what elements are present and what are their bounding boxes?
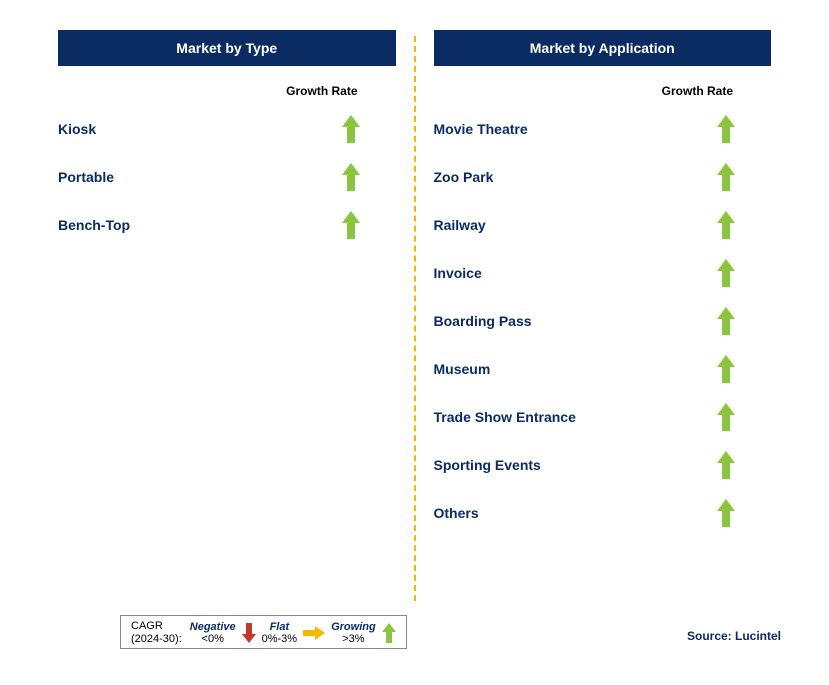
growth-arrow-cell xyxy=(681,163,771,191)
right-item-label: Museum xyxy=(434,361,491,377)
growth-arrow-cell xyxy=(306,211,396,239)
left-panel-title: Market by Type xyxy=(58,30,396,66)
left-item-row: Portable xyxy=(58,156,396,198)
legend-segments: Negative<0% Flat0%-3% Growing>3% xyxy=(190,621,396,645)
right-item-label: Invoice xyxy=(434,265,482,281)
legend-title-line2: (2024-30): xyxy=(131,633,182,646)
source-attribution: Source: Lucintel xyxy=(687,629,781,643)
right-item-label: Zoo Park xyxy=(434,169,494,185)
growth-arrow-cell xyxy=(681,259,771,287)
right-item-label: Others xyxy=(434,505,479,521)
right-item-row: Museum xyxy=(434,348,772,390)
growth-arrow-cell xyxy=(306,163,396,191)
up-arrow-icon xyxy=(717,499,735,527)
legend-segment: Negative<0% xyxy=(190,621,236,645)
up-arrow-icon xyxy=(342,115,360,143)
growth-arrow-cell xyxy=(681,307,771,335)
right-item-row: Others xyxy=(434,492,772,534)
right-growth-header: Growth Rate xyxy=(434,84,772,98)
right-item-label: Railway xyxy=(434,217,486,233)
left-item-label: Portable xyxy=(58,169,114,185)
left-item-row: Bench-Top xyxy=(58,204,396,246)
right-panel-title: Market by Application xyxy=(434,30,772,66)
right-item-row: Movie Theatre xyxy=(434,108,772,150)
right-item-row: Invoice xyxy=(434,252,772,294)
growth-arrow-cell xyxy=(681,499,771,527)
right-item-row: Railway xyxy=(434,204,772,246)
right-item-label: Sporting Events xyxy=(434,457,541,473)
legend-segment-range: <0% xyxy=(202,633,224,645)
right-column: Market by Application Growth Rate Movie … xyxy=(416,30,790,601)
right-arrow-icon xyxy=(303,626,325,640)
down-arrow-icon xyxy=(242,623,256,643)
legend-segment: Flat0%-3% xyxy=(262,621,297,645)
up-arrow-icon xyxy=(717,307,735,335)
up-arrow-icon xyxy=(342,211,360,239)
up-arrow-icon xyxy=(382,623,396,643)
up-arrow-icon xyxy=(717,211,735,239)
growth-arrow-cell xyxy=(681,355,771,383)
legend-title: CAGR (2024-30): xyxy=(131,620,182,646)
right-items-list: Movie Theatre Zoo Park Railway Invoice Board… xyxy=(434,108,772,534)
left-growth-header: Growth Rate xyxy=(58,84,396,98)
up-arrow-icon xyxy=(717,115,735,143)
up-arrow-icon xyxy=(717,403,735,431)
left-column: Market by Type Growth Rate Kiosk Portable… xyxy=(40,30,414,601)
legend-segment: Growing>3% xyxy=(331,621,376,645)
growth-arrow-cell xyxy=(681,211,771,239)
two-column-layout: Market by Type Growth Rate Kiosk Portable… xyxy=(40,30,789,601)
right-item-label: Trade Show Entrance xyxy=(434,409,576,425)
right-item-label: Movie Theatre xyxy=(434,121,528,137)
legend-segment-label: Flat xyxy=(270,621,290,633)
cagr-legend: CAGR (2024-30): Negative<0% Flat0%-3% Grow… xyxy=(120,615,407,649)
right-item-row: Trade Show Entrance xyxy=(434,396,772,438)
right-item-row: Boarding Pass xyxy=(434,300,772,342)
right-item-row: Sporting Events xyxy=(434,444,772,486)
growth-arrow-cell xyxy=(681,403,771,431)
legend-segment-label: Growing xyxy=(331,621,376,633)
right-item-label: Boarding Pass xyxy=(434,313,532,329)
left-item-label: Bench-Top xyxy=(58,217,130,233)
up-arrow-icon xyxy=(717,163,735,191)
up-arrow-icon xyxy=(717,259,735,287)
right-item-row: Zoo Park xyxy=(434,156,772,198)
legend-title-line1: CAGR xyxy=(131,620,182,633)
legend-segment-range: 0%-3% xyxy=(262,633,297,645)
up-arrow-icon xyxy=(342,163,360,191)
legend-segment-range: >3% xyxy=(342,633,364,645)
left-item-row: Kiosk xyxy=(58,108,396,150)
legend-segment-label: Negative xyxy=(190,621,236,633)
left-items-list: Kiosk Portable Bench-Top xyxy=(58,108,396,246)
growth-arrow-cell xyxy=(681,115,771,143)
growth-arrow-cell xyxy=(681,451,771,479)
left-item-label: Kiosk xyxy=(58,121,96,137)
growth-arrow-cell xyxy=(306,115,396,143)
up-arrow-icon xyxy=(717,451,735,479)
up-arrow-icon xyxy=(717,355,735,383)
